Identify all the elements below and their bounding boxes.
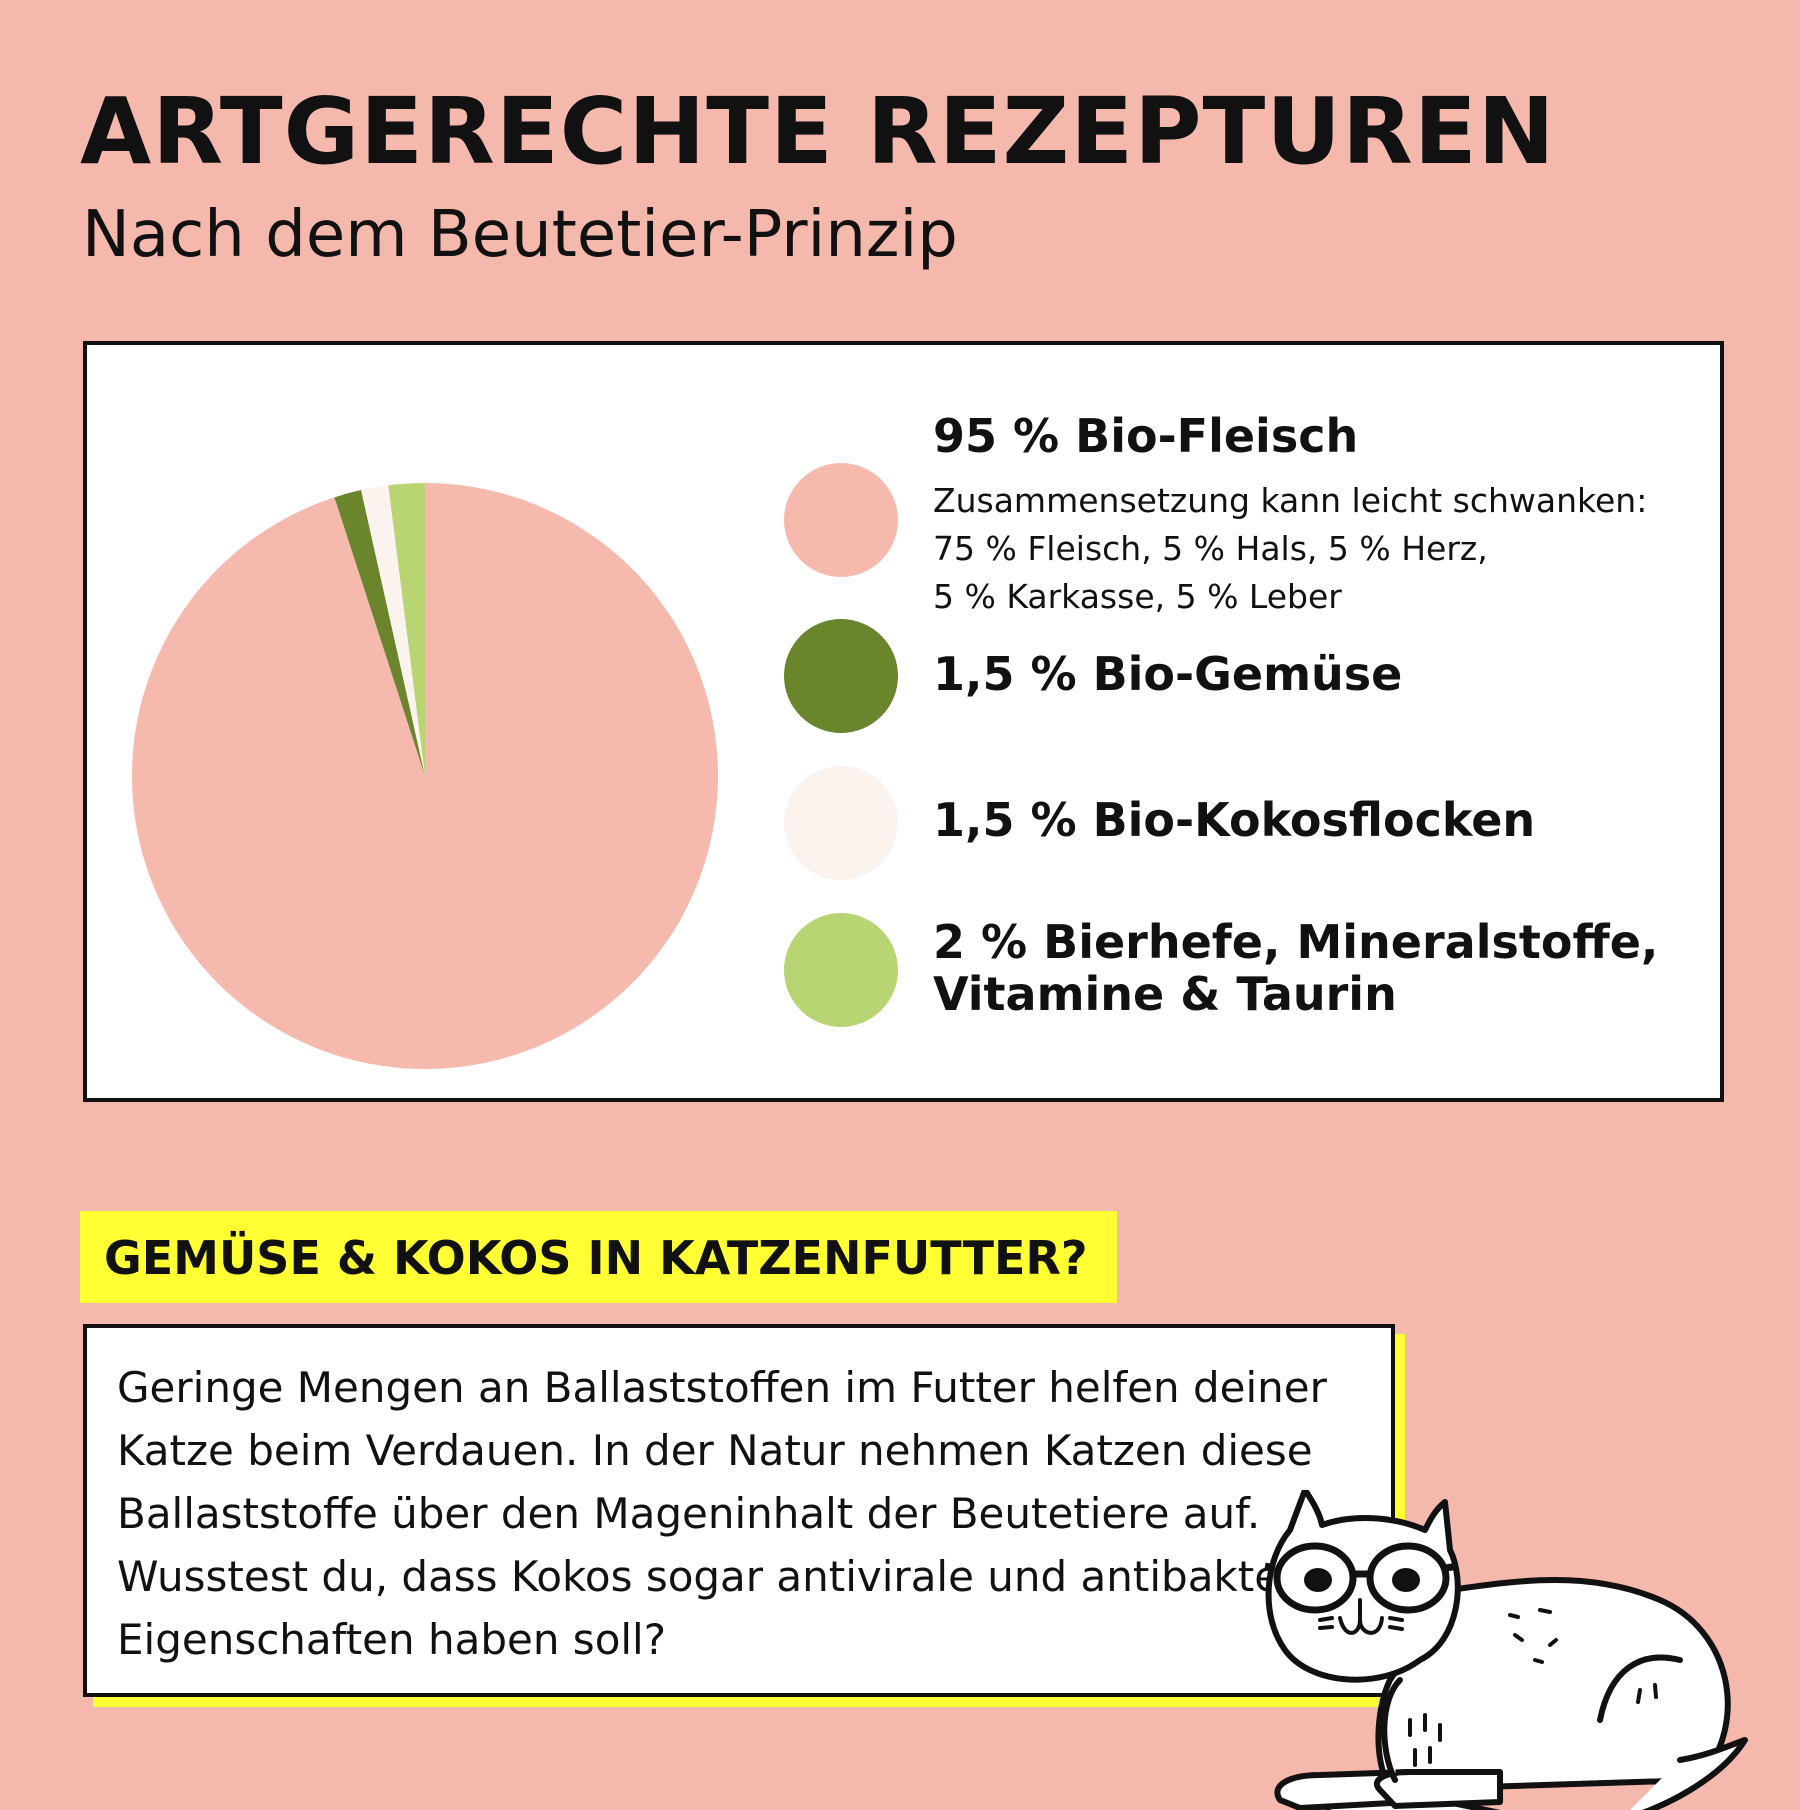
cat-illustration xyxy=(1264,1490,1748,1810)
pie-slice-gemuese xyxy=(334,490,425,776)
pie-slice-kokos xyxy=(361,485,425,776)
legend-label-bierhefe-2: Vitamine & Taurin xyxy=(933,967,1397,1021)
page-title: ARTGERECHTE REZEPTUREN xyxy=(80,78,1556,185)
legend-label-kokos: 1,5 % Bio-Kokosflocken xyxy=(933,793,1536,847)
info-box: Geringe Mengen an Ballaststoffen im Futt… xyxy=(83,1324,1395,1697)
info-body: Geringe Mengen an Ballaststoffen im Futt… xyxy=(117,1363,1385,1664)
legend-swatch-kokos xyxy=(784,766,898,880)
legend-note-line: Zusammensetzung kann leicht schwanken: xyxy=(933,481,1648,520)
chart-panel: 95 % Bio-Fleisch Zusammensetzung kann le… xyxy=(83,341,1724,1102)
legend-swatch-bierhefe xyxy=(784,913,898,1027)
legend-note-line: 5 % Karkasse, 5 % Leber xyxy=(933,577,1342,616)
pie-chart xyxy=(132,483,719,1069)
legend-label-gemuese: 1,5 % Bio-Gemüse xyxy=(933,647,1403,701)
pie-slice-bierhefe xyxy=(388,483,425,776)
legend-label-bierhefe-1: 2 % Bierhefe, Mineralstoffe, xyxy=(933,915,1659,969)
page-subtitle: Nach dem Beutetier-Prinzip xyxy=(82,198,958,272)
legend-label-fleisch: 95 % Bio-Fleisch xyxy=(933,409,1359,463)
legend-swatch-fleisch xyxy=(784,463,898,577)
info-heading: GEMÜSE & KOKOS IN KATZENFUTTER? xyxy=(104,1231,1088,1285)
legend-swatch-gemuese xyxy=(784,619,898,733)
info-heading-box: GEMÜSE & KOKOS IN KATZENFUTTER? xyxy=(80,1211,1117,1303)
legend-note-line: 75 % Fleisch, 5 % Hals, 5 % Herz, xyxy=(933,529,1488,568)
